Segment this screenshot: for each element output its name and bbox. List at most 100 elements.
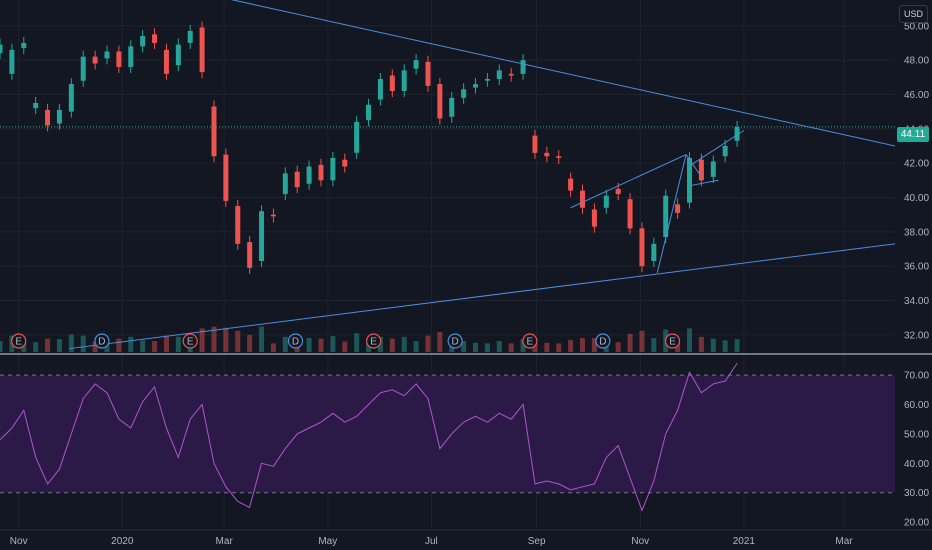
candle-body[interactable]: [366, 104, 372, 121]
candle-body[interactable]: [710, 161, 716, 177]
dividend-marker[interactable]: D: [94, 333, 110, 349]
candle-body[interactable]: [294, 171, 300, 188]
candle-body[interactable]: [461, 89, 467, 98]
volume-bar: [0, 341, 3, 352]
candle-body[interactable]: [56, 109, 62, 124]
candle-body[interactable]: [116, 51, 122, 67]
time-axis-label: 2021: [733, 536, 756, 547]
candle-body[interactable]: [92, 56, 98, 64]
candle-body[interactable]: [675, 204, 681, 213]
volume-bar: [544, 342, 550, 352]
candle-body[interactable]: [211, 106, 217, 157]
candle-body[interactable]: [401, 70, 407, 92]
candle-body[interactable]: [377, 78, 383, 100]
candle-body[interactable]: [9, 49, 15, 74]
earnings-marker[interactable]: E: [11, 333, 27, 349]
candle-body[interactable]: [698, 159, 704, 181]
candle-body[interactable]: [449, 97, 455, 117]
candle-body[interactable]: [33, 103, 39, 109]
volume-bar: [627, 333, 633, 352]
candle-body[interactable]: [163, 49, 169, 74]
candle-body[interactable]: [603, 195, 609, 208]
candle-body[interactable]: [330, 157, 336, 181]
candle-body[interactable]: [389, 75, 395, 92]
earnings-marker[interactable]: E: [366, 333, 382, 349]
trendline[interactable]: [656, 154, 687, 274]
trendline[interactable]: [70, 0, 896, 147]
time-axis-label: Mar: [216, 536, 234, 547]
candle-body[interactable]: [223, 154, 229, 201]
earnings-marker[interactable]: E: [664, 333, 681, 349]
candle-body[interactable]: [580, 190, 586, 208]
candle-body[interactable]: [473, 84, 479, 88]
candle-body[interactable]: [532, 135, 538, 153]
candle-body[interactable]: [104, 51, 110, 59]
dividend-marker[interactable]: D: [287, 333, 304, 349]
candle-body[interactable]: [484, 78, 490, 81]
candle-body[interactable]: [128, 46, 134, 67]
volume-bar: [45, 338, 51, 352]
trendline[interactable]: [69, 243, 896, 350]
candle-body[interactable]: [0, 44, 3, 54]
time-axis[interactable]: Nov 2020 Mar May Jul Sep Nov 2021 Mar: [10, 536, 854, 547]
candle-body[interactable]: [591, 209, 597, 227]
candle-body[interactable]: [651, 243, 657, 261]
rsi-line[interactable]: [0, 363, 738, 512]
candle-body[interactable]: [734, 127, 740, 141]
candle-body[interactable]: [68, 84, 74, 112]
volume-bar: [473, 342, 479, 352]
candle-body[interactable]: [270, 214, 276, 217]
trendline[interactable]: [690, 130, 745, 166]
time-axis-label: Nov: [631, 536, 649, 547]
candle-body[interactable]: [235, 206, 241, 244]
candle-body[interactable]: [199, 27, 205, 73]
candle-body[interactable]: [627, 199, 633, 229]
candle-body[interactable]: [639, 228, 645, 267]
candle-body[interactable]: [556, 156, 562, 158]
candle-body[interactable]: [568, 178, 574, 191]
candlestick-series[interactable]: [0, 21, 740, 274]
candle-body[interactable]: [342, 159, 348, 167]
candle-body[interactable]: [247, 242, 253, 268]
candle-body[interactable]: [259, 211, 265, 261]
volume-bar: [591, 338, 597, 352]
volume-bar: [568, 339, 574, 352]
candle-body[interactable]: [282, 173, 288, 195]
candle-body[interactable]: [687, 157, 693, 203]
candle-body[interactable]: [140, 36, 146, 47]
candle-body[interactable]: [437, 84, 443, 119]
volume-bar: [128, 336, 134, 352]
trendlines[interactable]: [69, 0, 896, 350]
candle-body[interactable]: [306, 166, 312, 184]
rsi-axis[interactable]: 70.00 60.00 50.00 40.00 30.00 20.00: [904, 371, 929, 529]
candle-body[interactable]: [615, 188, 621, 195]
dividend-marker[interactable]: D: [447, 333, 463, 349]
candle-body[interactable]: [722, 145, 728, 157]
trendline[interactable]: [685, 154, 702, 178]
currency-badge[interactable]: USD: [898, 5, 928, 23]
last-price-label: 44.11: [897, 127, 929, 142]
candle-body[interactable]: [187, 30, 193, 43]
dividend-marker[interactable]: D: [595, 333, 611, 349]
candle-body[interactable]: [175, 44, 181, 66]
candle-body[interactable]: [318, 164, 324, 181]
candle-body[interactable]: [663, 195, 669, 237]
candle-body[interactable]: [152, 34, 158, 43]
candle-body[interactable]: [544, 152, 550, 157]
trendline[interactable]: [691, 179, 719, 186]
candle-body[interactable]: [425, 61, 431, 86]
earnings-marker[interactable]: E: [182, 333, 198, 349]
price-axis-label: 34.00: [904, 296, 929, 307]
candle-body[interactable]: [21, 42, 27, 49]
candle-body[interactable]: [520, 60, 526, 74]
earnings-marker[interactable]: E: [522, 333, 538, 349]
candle-body[interactable]: [80, 56, 86, 81]
candle-body[interactable]: [413, 60, 419, 69]
candle-body[interactable]: [508, 73, 514, 76]
trendline[interactable]: [570, 154, 687, 209]
candle-body[interactable]: [496, 70, 502, 79]
candle-body[interactable]: [45, 109, 51, 126]
candle-body[interactable]: [354, 121, 360, 153]
